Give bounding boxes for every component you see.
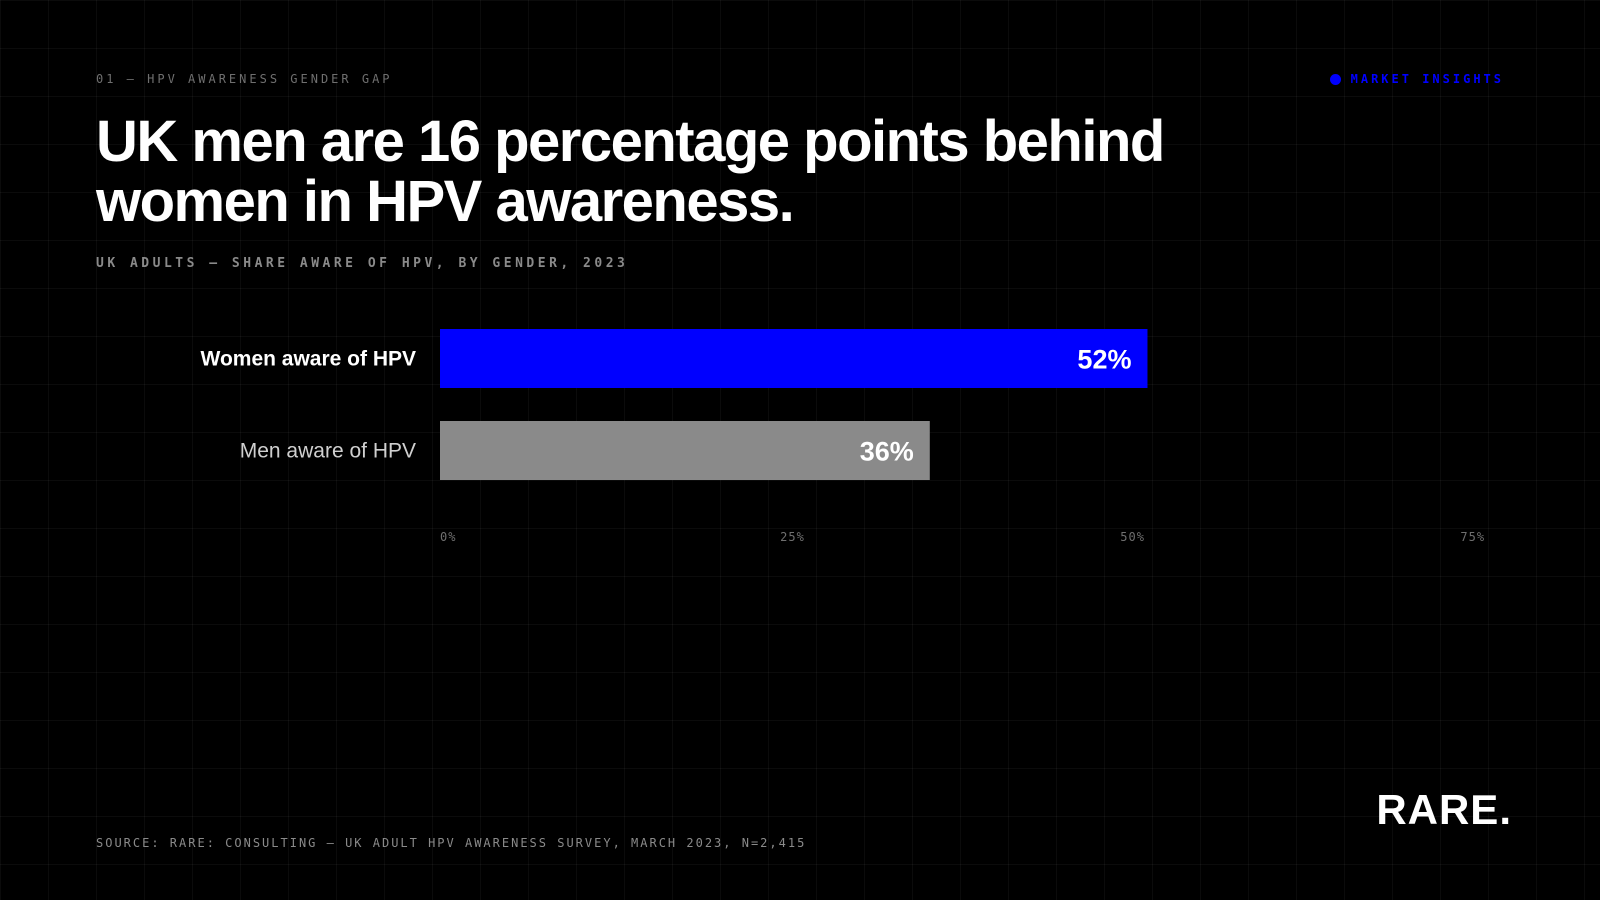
eyebrow-label: 01 — HPV AWARENESS GENDER GAP <box>96 72 393 86</box>
x-tick-label-0: 0% <box>440 530 456 544</box>
bar-chart: Women aware of HPV 52% Men aware of HPV 36%… <box>201 329 1485 544</box>
dot-icon <box>1329 73 1341 85</box>
category-label-0: Women aware of HPV <box>201 348 417 371</box>
market-insights-tag: MARKET INSIGHTS <box>1329 72 1504 86</box>
brand-logo: RARE. <box>1376 786 1512 833</box>
value-label-0: 52% <box>1077 345 1131 375</box>
category-label-1: Men aware of HPV <box>240 440 416 463</box>
value-label-1: 36% <box>860 437 914 467</box>
bar-0 <box>440 329 1148 388</box>
chart-subtitle: UK ADULTS — SHARE AWARE OF HPV, BY GENDE… <box>96 256 629 271</box>
bar-1 <box>440 421 930 480</box>
x-tick-label-1: 25% <box>780 530 805 544</box>
page-title: UK men are 16 percentage points behind w… <box>96 109 1165 234</box>
x-tick-label-2: 50% <box>1120 530 1145 544</box>
tag-label: MARKET INSIGHTS <box>1350 72 1504 86</box>
x-tick-label-3: 75% <box>1460 530 1485 544</box>
source-note: SOURCE: RARE: CONSULTING — UK ADULT HPV … <box>96 836 807 850</box>
